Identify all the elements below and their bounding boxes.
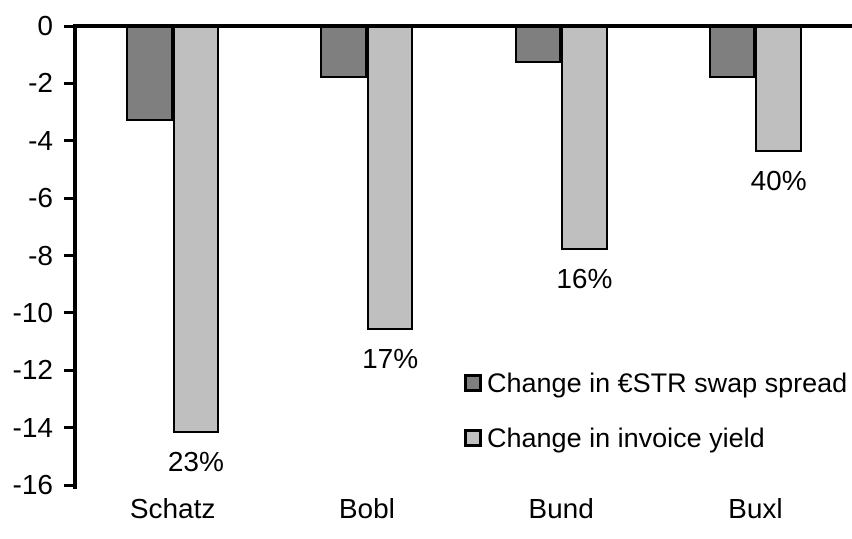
data-label-bobl: 17% bbox=[362, 343, 419, 375]
bar-buxl-invoice-yield bbox=[755, 26, 802, 153]
y-tick-mark bbox=[64, 426, 73, 430]
category-label-bund: Bund bbox=[528, 493, 594, 524]
y-tick-label: -10 bbox=[12, 296, 53, 328]
legend-label-invoice-yield: Change in invoice yield bbox=[487, 422, 765, 453]
y-tick-mark bbox=[64, 254, 73, 257]
y-tick-label: -16 bbox=[12, 469, 53, 500]
y-tick-label: -6 bbox=[28, 182, 53, 214]
y-tick-mark bbox=[64, 196, 73, 200]
y-tick-label: -14 bbox=[12, 411, 53, 443]
legend-swatch-invoice-yield bbox=[464, 429, 482, 447]
category-label-schatz: Schatz bbox=[129, 493, 216, 524]
y-tick-mark bbox=[64, 81, 73, 85]
y-tick-label: 0 bbox=[37, 10, 53, 41]
bar-bund-invoice-yield bbox=[561, 26, 608, 250]
bar-bobl-swap-spread bbox=[320, 26, 367, 78]
legend-item-swap-spread: Change in €STR swap spread bbox=[464, 367, 848, 398]
zero-baseline bbox=[73, 24, 852, 28]
y-axis-line bbox=[73, 24, 77, 489]
legend: Change in €STR swap spread Change in inv… bbox=[464, 367, 848, 481]
data-label-schatz: 23% bbox=[167, 446, 224, 478]
data-label-buxl: 40% bbox=[750, 165, 807, 197]
y-tick-mark bbox=[64, 139, 73, 143]
legend-swatch-swap-spread bbox=[464, 374, 482, 392]
data-label-bund: 16% bbox=[556, 262, 613, 294]
bar-buxl-swap-spread bbox=[708, 26, 756, 78]
category-label-bobl: Bobl bbox=[338, 493, 395, 524]
y-tick-mark bbox=[64, 24, 73, 28]
bar-schatz-swap-spread bbox=[126, 26, 173, 121]
category-label-buxl: Buxl bbox=[728, 493, 783, 524]
y-tick-mark bbox=[64, 311, 73, 315]
legend-item-invoice-yield: Change in invoice yield bbox=[464, 422, 847, 453]
bar-bund-swap-spread bbox=[514, 26, 562, 64]
y-tick-label: -2 bbox=[28, 67, 53, 99]
y-tick-mark bbox=[64, 368, 73, 372]
y-tick-label: -8 bbox=[28, 239, 53, 271]
y-tick-mark bbox=[64, 483, 73, 487]
bar-bobl-invoice-yield bbox=[366, 26, 414, 331]
bar-schatz-invoice-yield bbox=[172, 26, 220, 434]
y-tick-label: -4 bbox=[28, 124, 53, 156]
y-tick-label: -12 bbox=[12, 354, 53, 386]
legend-label-swap-spread: Change in €STR swap spread bbox=[487, 367, 848, 398]
